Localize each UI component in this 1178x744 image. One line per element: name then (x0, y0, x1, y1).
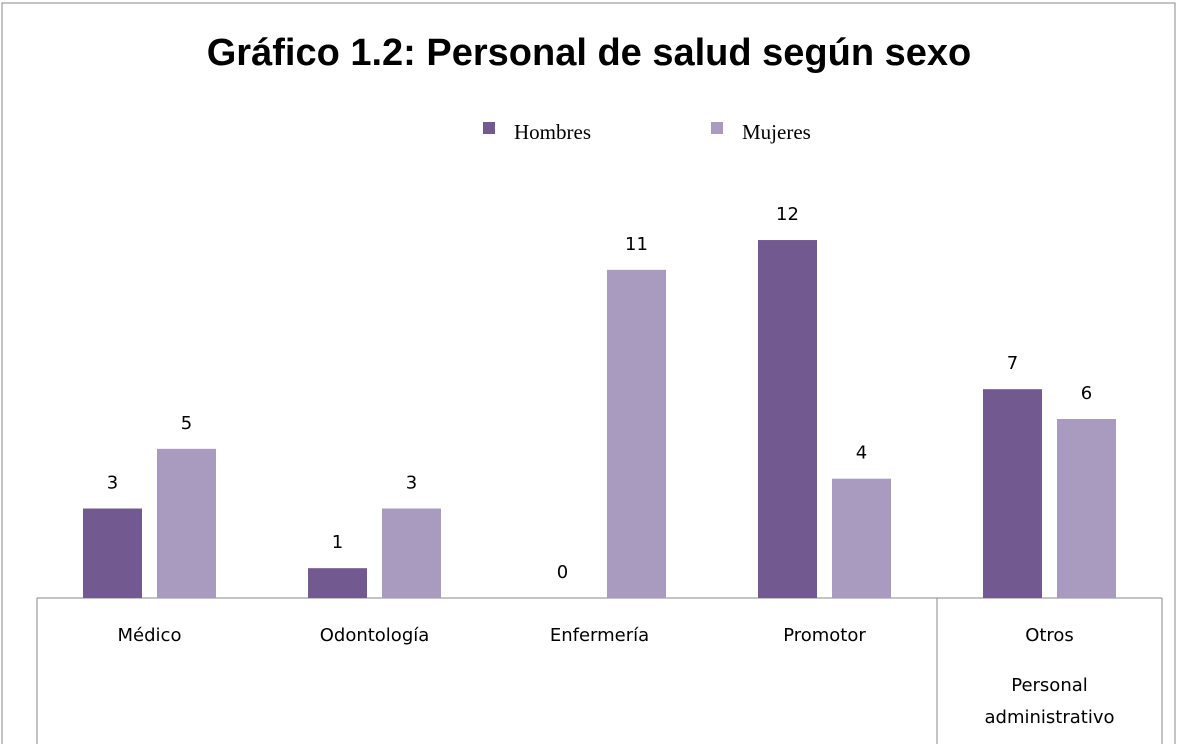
data-label: 6 (1081, 383, 1092, 404)
legend-swatch (483, 122, 495, 134)
data-label: 12 (776, 204, 799, 225)
data-label: 1 (332, 532, 343, 553)
legend-label: Hombres (514, 120, 591, 144)
x-tick-label: Enfermería (550, 625, 649, 646)
legend-label: Mujeres (742, 120, 811, 144)
bar (1057, 419, 1116, 598)
data-label: 4 (856, 443, 867, 464)
bar (758, 240, 817, 599)
x-tick-label: Médico (118, 625, 182, 646)
data-label: 7 (1007, 353, 1018, 374)
data-label: 3 (107, 473, 118, 494)
bar (607, 269, 666, 598)
data-label: 0 (557, 562, 568, 583)
x-tick-label: Otros (1025, 625, 1074, 646)
legend-swatch (711, 122, 723, 134)
chart-title: Gráfico 1.2: Personal de salud según sex… (207, 32, 972, 74)
x-tick-label: Odontología (320, 625, 430, 646)
data-label: 11 (625, 234, 648, 255)
data-label: 5 (181, 413, 192, 434)
data-label: 3 (406, 473, 417, 494)
category-group-label: Personal administrativo (984, 675, 1115, 728)
bar (83, 508, 142, 598)
bar (382, 508, 441, 598)
bar (983, 389, 1042, 598)
bar (832, 478, 891, 598)
bar (308, 568, 367, 598)
bar (157, 448, 216, 598)
x-tick-label: Promotor (783, 625, 866, 646)
